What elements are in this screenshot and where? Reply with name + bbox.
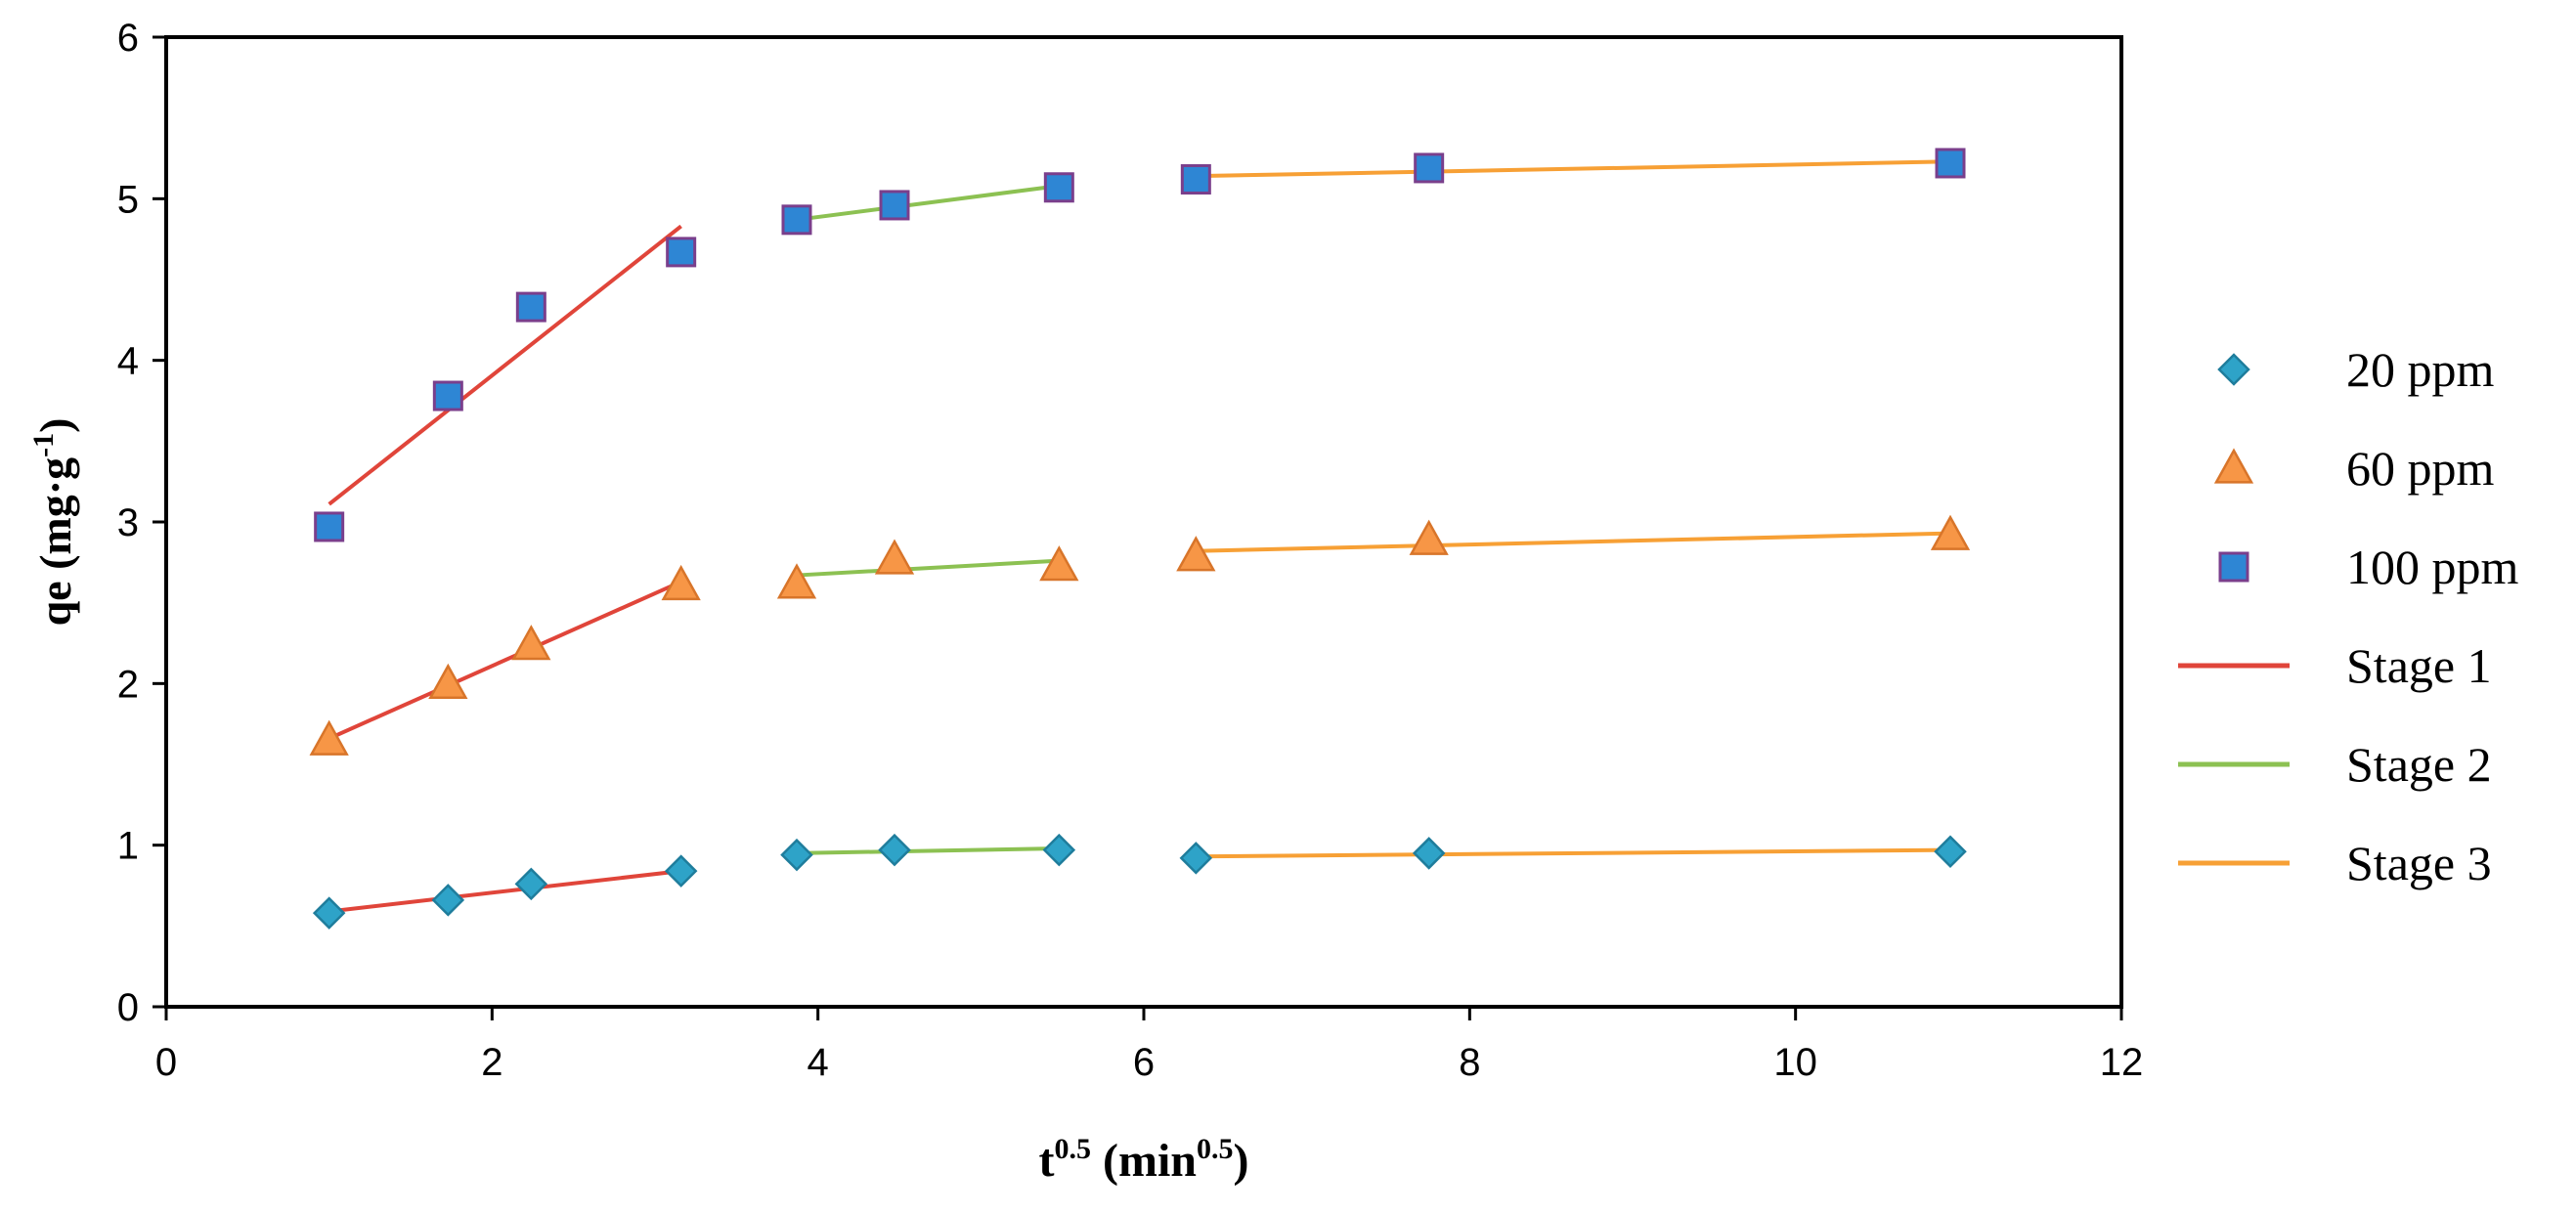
y-axis-title-close: )	[30, 418, 80, 433]
x-tick-label: 2	[481, 1041, 502, 1084]
legend: 20 ppm 60 ppm 100 ppm Stage 1 Stage 2 Stage 3	[2178, 342, 2519, 890]
data-point-20-ppm	[1042, 833, 1076, 867]
legend-label-100-ppm: 100 ppm	[2346, 540, 2519, 594]
x-axis-title: t0.5 (min0.5)	[1039, 1133, 1249, 1187]
y-tick-label: 1	[117, 825, 139, 868]
fit-line-stage-2	[796, 558, 1060, 578]
fit-line-stage-3	[1196, 847, 1951, 859]
y-tick-label: 0	[117, 986, 139, 1029]
data-point-20-ppm	[878, 833, 911, 867]
data-point-60-ppm	[1409, 519, 1449, 555]
data-point-60-ppm	[428, 663, 468, 699]
data-point-60-ppm	[776, 563, 817, 599]
data-point-20-ppm	[431, 884, 465, 917]
legend-item-100-ppm: 100 ppm	[2218, 540, 2519, 594]
legend-label-stage-1: Stage 1	[2346, 638, 2492, 693]
data-point-100-ppm	[1180, 163, 1211, 195]
data-point-100-ppm	[432, 380, 463, 412]
data-point-20-ppm	[1412, 837, 1446, 870]
data-point-100-ppm	[781, 204, 812, 236]
x-axis-title-close: )	[1234, 1135, 1249, 1187]
data-point-60-ppm	[874, 539, 915, 575]
data-point-60-ppm	[1930, 514, 1971, 550]
data-point-100-ppm	[879, 190, 910, 221]
fit-line-stage-1	[327, 580, 682, 741]
x-tick-label: 0	[155, 1041, 177, 1084]
data-point-100-ppm	[1043, 172, 1074, 203]
x-tick-label: 6	[1133, 1041, 1155, 1084]
data-point-100-ppm	[1935, 148, 1966, 179]
data-point-60-ppm	[1039, 545, 1079, 582]
fit-line-stage-3	[1196, 159, 1951, 179]
y-tick-label: 2	[117, 663, 139, 706]
y-tick-label: 3	[117, 501, 139, 544]
fit-line-stage-2	[796, 184, 1060, 222]
y-axis-title-sup: -1	[27, 433, 60, 457]
x-tick-label: 4	[808, 1041, 829, 1084]
legend-label-20-ppm: 20 ppm	[2346, 342, 2495, 397]
plot-area	[164, 35, 2123, 1009]
data-point-100-ppm	[666, 237, 697, 268]
x-axis-title-base: t	[1039, 1135, 1055, 1187]
legend-marker-60-ppm	[2213, 448, 2254, 484]
data-markers	[309, 148, 1971, 930]
legend-item-stage-2: Stage 2	[2178, 737, 2492, 792]
legend-marker-20-ppm	[2217, 353, 2250, 386]
fit-line-stage-3	[1196, 531, 1951, 553]
y-tick-label: 5	[117, 178, 139, 221]
data-point-60-ppm	[309, 719, 349, 756]
y-tick-label: 6	[117, 17, 139, 60]
legend-marker-100-ppm	[2218, 551, 2249, 583]
x-tick-label: 12	[2100, 1041, 2144, 1084]
y-axis-title-base: qe (mg·g	[30, 457, 80, 626]
x-axis-ticks: 0 2 4 6 8 10 12	[155, 1007, 2143, 1084]
legend-item-20-ppm: 20 ppm	[2217, 342, 2495, 397]
data-point-20-ppm	[780, 838, 813, 872]
data-point-20-ppm	[664, 854, 698, 888]
x-axis-title-unit: (min	[1091, 1135, 1197, 1187]
data-point-100-ppm	[314, 511, 345, 542]
data-point-100-ppm	[1414, 152, 1445, 184]
fit-line-stage-2	[796, 845, 1060, 855]
data-point-20-ppm	[1934, 835, 1967, 869]
x-tick-label: 10	[1773, 1041, 1817, 1084]
fit-line-stage-1	[328, 869, 681, 914]
legend-label-stage-2: Stage 2	[2346, 737, 2492, 792]
x-axis-title-unit-sup: 0.5	[1197, 1133, 1234, 1165]
data-point-100-ppm	[515, 291, 546, 323]
data-point-20-ppm	[1179, 842, 1213, 875]
data-point-20-ppm	[514, 867, 548, 901]
y-tick-label: 4	[117, 340, 139, 383]
y-axis-title: qe (mg·g-1)	[27, 418, 80, 627]
data-point-60-ppm	[1176, 536, 1216, 572]
legend-item-stage-3: Stage 3	[2178, 836, 2492, 890]
y-axis-ticks: 0 1 2 3 4 5 6	[117, 17, 166, 1029]
fit-line-stage-1	[327, 224, 682, 506]
legend-label-stage-3: Stage 3	[2346, 836, 2492, 890]
legend-label-60-ppm: 60 ppm	[2346, 441, 2495, 496]
legend-item-stage-1: Stage 1	[2178, 638, 2492, 693]
data-point-60-ppm	[661, 564, 701, 601]
data-point-20-ppm	[312, 896, 346, 930]
fit-lines	[327, 159, 1951, 914]
data-point-60-ppm	[511, 625, 551, 661]
x-axis-title-sup: 0.5	[1055, 1133, 1092, 1165]
x-tick-label: 8	[1459, 1041, 1480, 1084]
legend-item-60-ppm: 60 ppm	[2213, 441, 2495, 496]
